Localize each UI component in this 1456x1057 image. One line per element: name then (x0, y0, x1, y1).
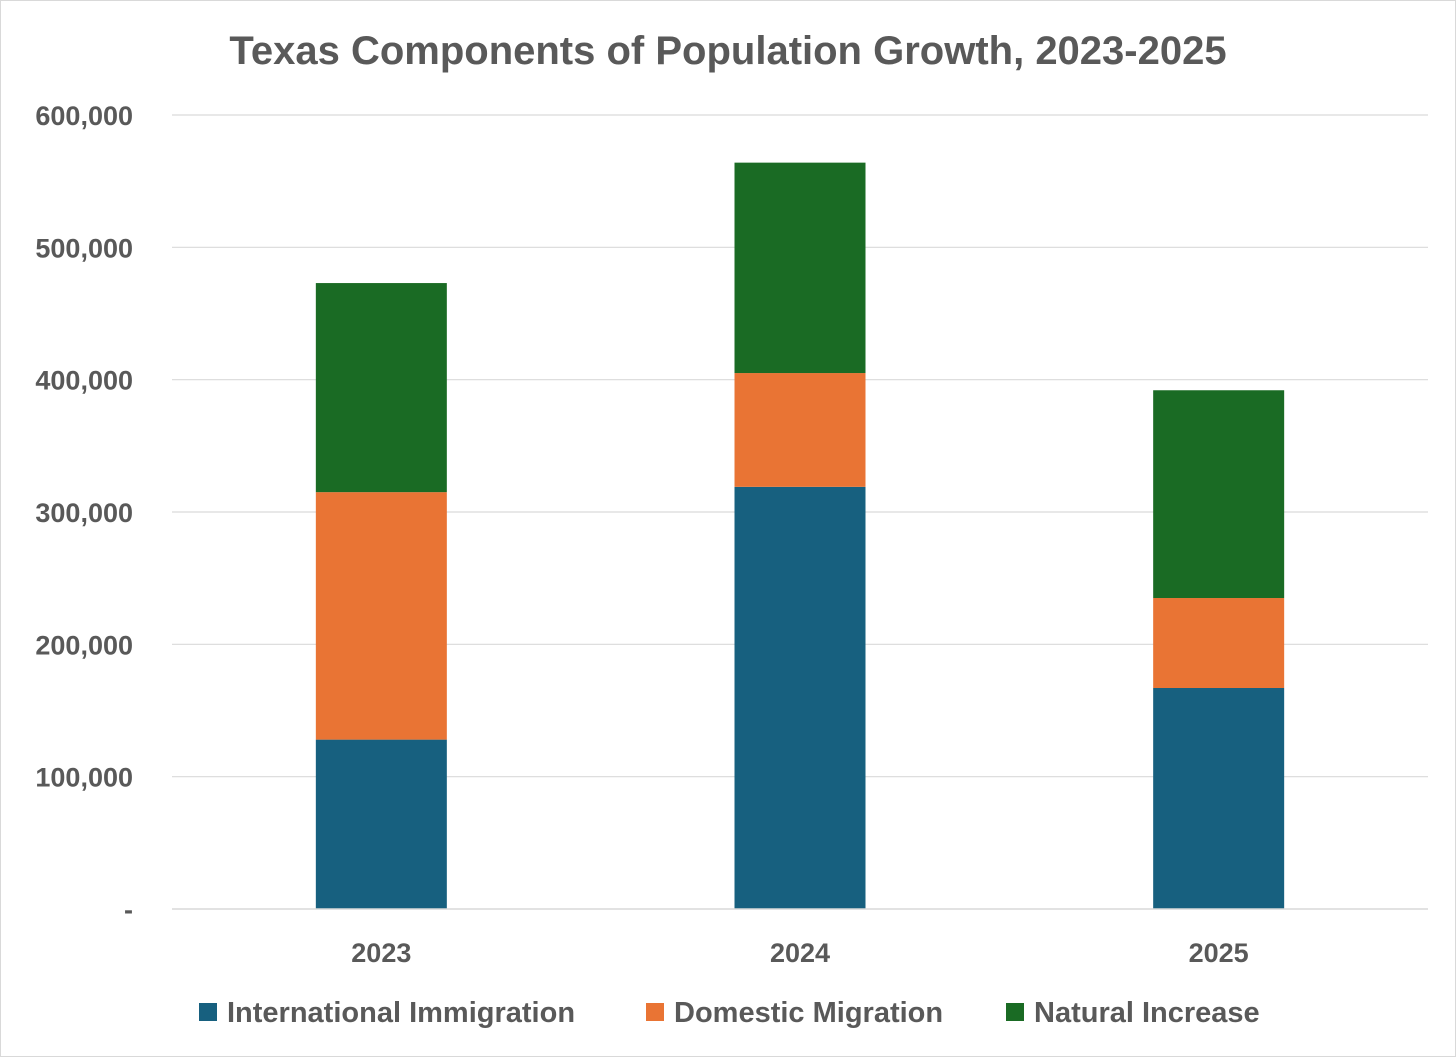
legend-label: Domestic Migration (674, 997, 943, 1029)
y-tick-label: 600,000 (35, 101, 133, 131)
legend-swatch (646, 1003, 664, 1021)
legend-swatch (1006, 1003, 1024, 1021)
bars (315, 162, 1285, 909)
legend-label: International Immigration (227, 997, 575, 1029)
bar-international-immigration-2024 (734, 486, 866, 909)
x-tick-label: 2024 (770, 938, 830, 968)
y-axis-ticks: - 100,000 200,000 300,000 400,000 500,000 600,… (35, 101, 133, 925)
bar-domestic-migration-2025 (1153, 598, 1285, 689)
x-tick-label: 2023 (351, 938, 411, 968)
y-tick-label: 500,000 (35, 233, 133, 263)
bar-natural-increase-2025 (1153, 390, 1285, 599)
legend-swatch (199, 1003, 217, 1021)
y-tick-label: - (124, 895, 133, 925)
bar-domestic-migration-2024 (734, 373, 866, 487)
bar-international-immigration-2025 (1153, 688, 1285, 909)
y-tick-label: 400,000 (35, 366, 133, 396)
y-tick-label: 300,000 (35, 498, 133, 528)
x-tick-label: 2025 (1189, 938, 1249, 968)
bar-domestic-migration-2023 (315, 492, 447, 740)
bar-international-immigration-2023 (315, 739, 447, 909)
x-axis-ticks: 2023 2024 2025 (351, 938, 1248, 968)
chart-title: Texas Components of Population Growth, 2… (229, 29, 1226, 73)
legend-label: Natural Increase (1034, 997, 1260, 1029)
y-tick-label: 200,000 (35, 630, 133, 660)
bar-natural-increase-2023 (315, 283, 447, 493)
y-tick-label: 100,000 (35, 763, 133, 793)
legend: International Immigration Domestic Migrat… (199, 997, 1260, 1029)
bar-natural-increase-2024 (734, 162, 866, 374)
